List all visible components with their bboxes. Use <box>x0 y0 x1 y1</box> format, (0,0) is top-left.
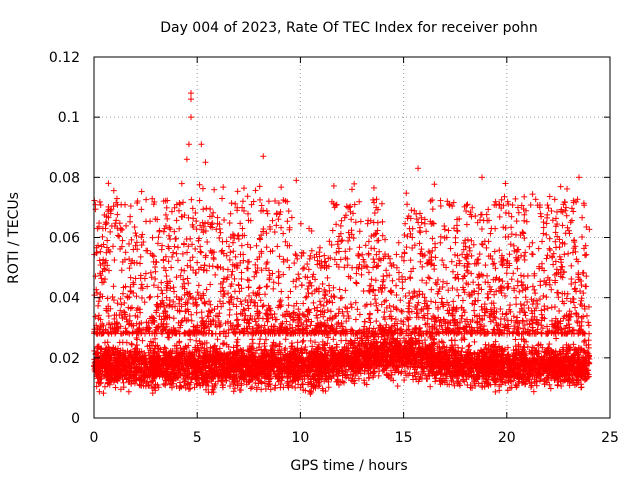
data-point <box>249 336 256 343</box>
data-point <box>249 340 256 347</box>
data-point <box>139 337 146 344</box>
data-point <box>460 377 467 384</box>
data-point <box>338 337 345 344</box>
data-point <box>282 336 289 343</box>
data-point <box>325 384 332 391</box>
data-point <box>466 342 473 349</box>
data-point <box>101 339 108 346</box>
data-point <box>96 388 103 395</box>
data-point <box>185 386 192 393</box>
data-point <box>554 381 561 388</box>
data-point <box>128 340 135 347</box>
data-point <box>307 337 314 344</box>
data-point <box>427 383 434 390</box>
data-point <box>530 388 537 395</box>
data-point <box>547 385 554 392</box>
data-point <box>440 339 447 346</box>
data-point <box>528 384 535 391</box>
data-point <box>376 368 383 375</box>
data-point <box>271 385 278 392</box>
data-point <box>262 336 269 343</box>
data-point <box>578 384 585 391</box>
data-point <box>438 338 445 345</box>
data-point <box>300 337 307 344</box>
data-point <box>394 383 401 390</box>
data-point <box>492 388 499 395</box>
data-point <box>125 388 132 395</box>
data-point <box>512 336 519 343</box>
data-point <box>187 336 194 343</box>
data-point <box>299 338 306 345</box>
data-point <box>230 388 237 395</box>
data-point <box>267 375 274 382</box>
data-point <box>193 337 200 344</box>
data-point <box>471 338 478 345</box>
data-point <box>214 336 221 343</box>
data-point <box>330 336 337 343</box>
data-point <box>546 341 553 348</box>
data-point <box>581 337 588 344</box>
data-point <box>100 390 107 397</box>
data-point <box>432 378 439 385</box>
data-point <box>482 341 489 348</box>
data-point <box>123 339 130 346</box>
data-point <box>580 338 587 345</box>
data-point <box>134 336 141 343</box>
data-points <box>91 90 593 397</box>
data-point <box>112 384 119 391</box>
data-point <box>421 337 428 344</box>
data-point <box>311 339 318 346</box>
data-point <box>247 385 254 392</box>
data-point <box>128 341 135 348</box>
data-point <box>257 336 264 343</box>
